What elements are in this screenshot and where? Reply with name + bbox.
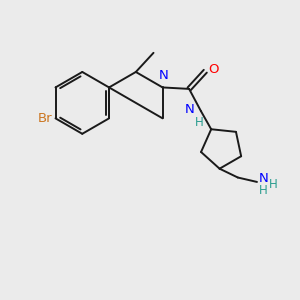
Text: N: N [185, 103, 194, 116]
Text: O: O [208, 63, 219, 76]
Text: H: H [195, 116, 204, 129]
Text: N: N [159, 69, 169, 82]
Text: H: H [269, 178, 278, 191]
Text: H: H [258, 184, 267, 197]
Text: Br: Br [37, 112, 52, 125]
Text: N: N [258, 172, 268, 185]
